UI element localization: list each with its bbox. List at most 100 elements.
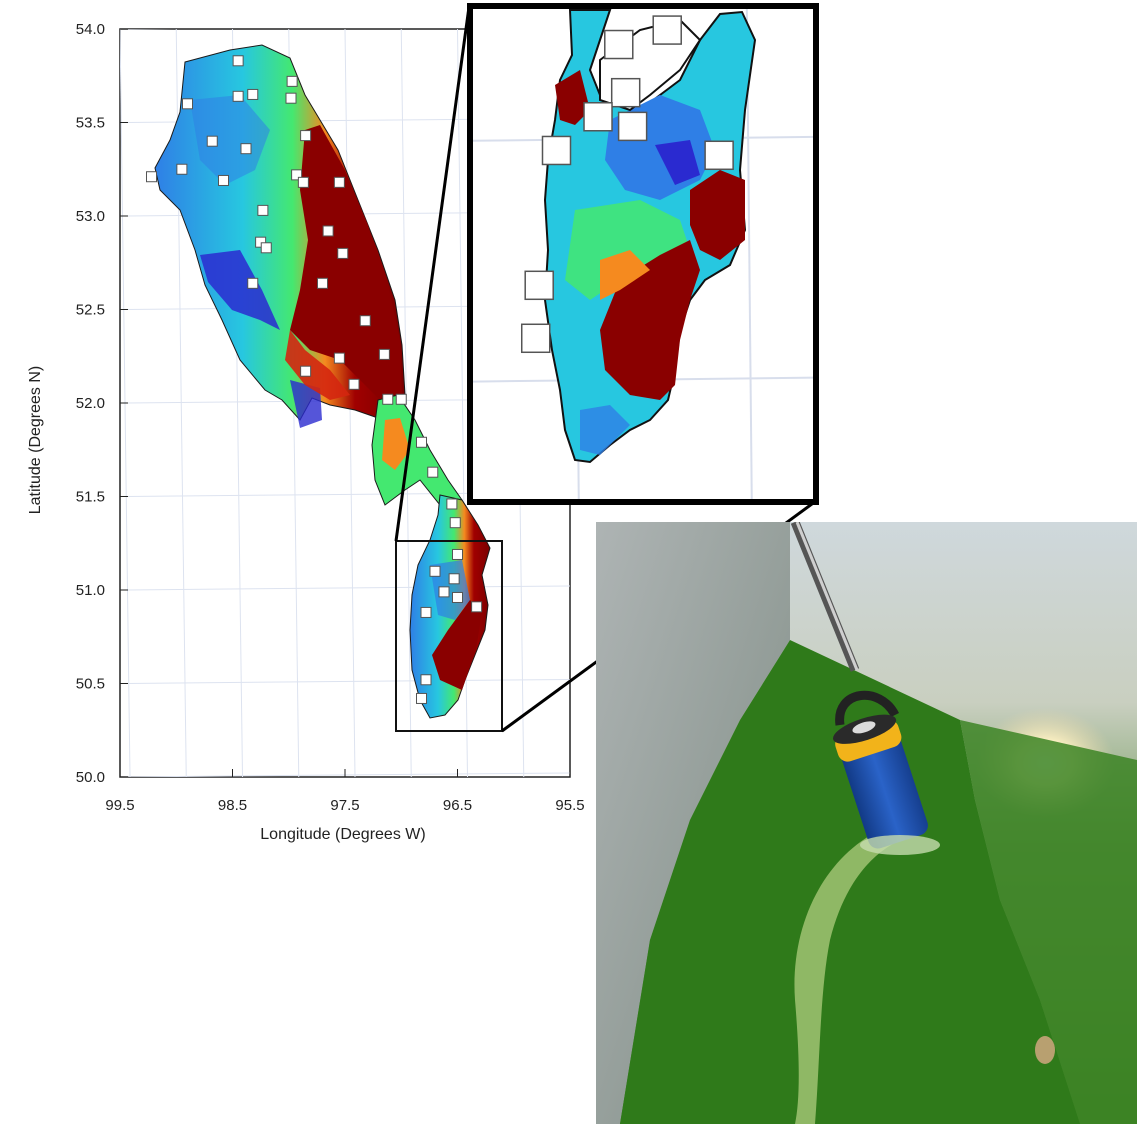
y-tick-label: 52.5	[76, 302, 105, 319]
x-tick-label: 99.5	[105, 797, 134, 814]
station-marker	[416, 436, 427, 448]
west-blue-zone	[200, 250, 280, 330]
station-marker	[247, 88, 259, 100]
inset-station-marker	[652, 15, 682, 45]
station-marker	[176, 163, 188, 175]
station-marker	[438, 586, 450, 598]
station-marker	[448, 573, 460, 585]
east-bloom	[290, 125, 402, 400]
probe-handle	[835, 690, 900, 726]
station-marker	[232, 55, 244, 67]
north-blue-zone	[190, 95, 270, 185]
station-marker	[322, 225, 334, 237]
station-marker	[286, 75, 298, 87]
station-marker	[337, 247, 349, 259]
inset-deep-blue	[655, 140, 700, 185]
inset-station-marker	[524, 270, 554, 301]
inset-station-marker	[520, 323, 551, 354]
station-marker	[378, 348, 390, 360]
station-marker	[232, 90, 244, 102]
station-marker	[206, 135, 218, 147]
station-marker	[348, 378, 360, 390]
x-tick-label: 98.5	[218, 797, 247, 814]
station-marker	[300, 365, 312, 377]
floating-leaf	[1035, 1036, 1055, 1064]
x-axis-label: Longitude (Degrees W)	[260, 826, 425, 843]
boat-hull-wall	[596, 522, 790, 1124]
y-axis-ticks: 54.0 53.5 53.0 52.5 52.0 51.5 51.0 50.5 50.0	[76, 21, 128, 786]
station-marker	[317, 277, 328, 289]
inset-station-marker	[610, 77, 641, 108]
x-tick-label: 97.5	[330, 797, 359, 814]
station-marker	[182, 98, 193, 110]
station-marker	[291, 169, 303, 181]
inset-green-area	[565, 200, 690, 300]
inset-station-marker	[617, 111, 648, 142]
southwest-blue-zone	[290, 380, 322, 428]
inset-frame	[467, 3, 819, 505]
inset-station-marker	[704, 140, 734, 171]
field-photo	[596, 522, 1137, 1124]
station-marker	[300, 130, 312, 142]
inset-south-tip	[580, 405, 630, 455]
y-tick-label: 52.0	[76, 395, 105, 412]
y-tick-label: 53.0	[76, 208, 105, 225]
inset-panel	[467, 3, 819, 505]
narrows-bloom	[382, 418, 410, 470]
station-marker	[333, 176, 345, 188]
x-tick-label: 95.5	[555, 797, 584, 814]
station-marker	[446, 498, 458, 510]
station-marker	[146, 171, 157, 183]
station-marker	[218, 174, 229, 186]
inset-station-marker	[541, 135, 572, 166]
station-marker	[255, 236, 267, 248]
station-marker	[257, 204, 269, 216]
connector-line-top	[394, 6, 471, 542]
lake-raster	[154, 44, 491, 719]
algae-foam	[860, 835, 940, 855]
station-marker	[260, 242, 272, 254]
station-marker	[452, 548, 463, 560]
station-marker	[416, 692, 427, 704]
inset-station-marker	[583, 102, 613, 132]
station-marker	[240, 143, 252, 155]
station-marker	[285, 92, 297, 104]
inset-station-markers	[520, 15, 734, 354]
grid-line	[120, 585, 570, 591]
grid-line	[120, 679, 570, 684]
station-marker	[449, 517, 461, 529]
inset-locator-box	[395, 540, 503, 732]
inset-bloom-east	[690, 170, 745, 260]
station-markers	[146, 55, 483, 704]
y-tick-label: 54.0	[76, 21, 105, 38]
y-tick-label: 53.5	[76, 115, 105, 132]
east-bloom-edge	[285, 330, 350, 400]
y-tick-label: 51.5	[76, 489, 105, 506]
station-marker	[420, 674, 432, 686]
station-marker	[395, 393, 407, 405]
station-marker	[382, 393, 394, 405]
station-marker	[429, 565, 441, 577]
station-marker	[427, 466, 439, 478]
inset-bloom-north	[555, 70, 590, 125]
y-tick-label: 51.0	[76, 582, 105, 599]
station-marker	[452, 591, 463, 603]
y-tick-label: 50.5	[76, 676, 105, 693]
south-basin-bloom	[432, 600, 482, 690]
inset-station-marker	[604, 29, 634, 60]
station-marker	[359, 315, 371, 327]
x-axis-ticks: 99.5 98.5 97.5 96.5 95.5	[105, 769, 585, 814]
x-tick-label: 96.5	[443, 797, 472, 814]
y-axis-label: Latitude (Degrees N)	[27, 366, 44, 515]
station-marker	[297, 176, 309, 188]
algae-streak	[794, 830, 905, 1124]
station-marker	[471, 601, 483, 613]
y-tick-label: 50.0	[76, 769, 105, 786]
probe-pole	[790, 522, 860, 672]
inset-orange-edge	[600, 250, 650, 300]
station-marker	[247, 277, 259, 289]
station-marker	[420, 606, 432, 618]
probe-sensor	[833, 714, 928, 849]
station-marker	[333, 352, 345, 364]
